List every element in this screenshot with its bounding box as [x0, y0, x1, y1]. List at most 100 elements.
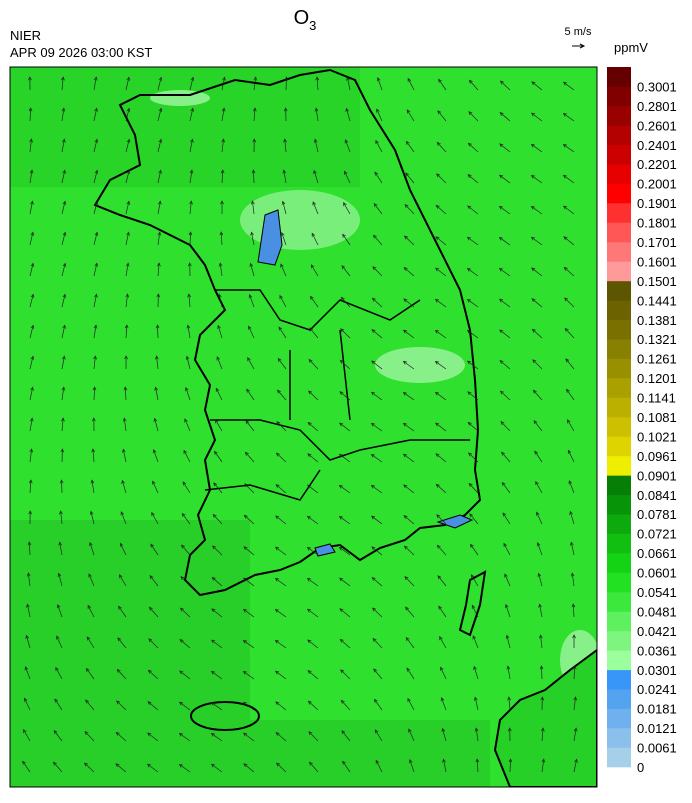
- wind-arrow: [536, 542, 543, 556]
- wind-arrow: [571, 603, 576, 618]
- wind-arrow: [243, 514, 255, 525]
- wind-arrow: [470, 543, 479, 556]
- wind-arrow: [340, 328, 351, 339]
- wind-arrow: [405, 140, 415, 153]
- colorbar-label: 0.1021: [637, 429, 677, 444]
- wind-arrow: [275, 452, 287, 463]
- wind-arrow: [499, 80, 511, 91]
- colorbar-bin: [607, 669, 631, 690]
- wind-arrow: [61, 355, 66, 370]
- colorbar-label: 0.1901: [637, 196, 677, 211]
- wind-arrow: [370, 422, 383, 432]
- wind-arrow: [53, 730, 63, 742]
- colorbar-bin: [607, 436, 631, 457]
- wind-arrow: [24, 697, 31, 711]
- wind-arrow: [281, 200, 287, 215]
- wind-arrow: [157, 76, 163, 91]
- wind-arrow: [566, 419, 575, 432]
- wind-arrow: [246, 388, 255, 401]
- wind-arrow: [338, 484, 351, 494]
- wind-arrow: [505, 634, 511, 649]
- wind-arrow: [409, 758, 415, 773]
- wind-arrow: [339, 359, 351, 370]
- wind-arrow: [29, 386, 34, 401]
- wind-arrow: [119, 542, 127, 556]
- wind-arrow: [275, 701, 287, 711]
- wind-arrow: [564, 297, 575, 308]
- wind-arrow: [211, 576, 223, 587]
- wind-arrow: [507, 727, 512, 742]
- wind-arrow: [92, 417, 96, 432]
- wind-arrow: [61, 169, 66, 184]
- wind-arrow: [218, 262, 223, 277]
- wind-arrow: [407, 77, 415, 91]
- wind-arrow: [60, 448, 65, 463]
- wind-arrow: [61, 231, 67, 246]
- colorbar-label: 0.0181: [637, 702, 677, 717]
- wind-arrow: [306, 484, 319, 494]
- colorbar-label: 0.2201: [637, 157, 677, 172]
- wind-arrow: [214, 419, 223, 432]
- light-patch: [375, 347, 465, 383]
- wind-arrow: [306, 608, 319, 618]
- wind-arrow: [252, 138, 257, 153]
- wind-arrow: [338, 453, 351, 463]
- wind-arrow: [215, 387, 223, 401]
- colorbar-bin: [607, 611, 631, 632]
- wind-arrow: [125, 231, 130, 246]
- wind-arrow: [29, 324, 35, 339]
- colorbar-label: 0.1081: [637, 410, 677, 425]
- wind-arrow: [276, 421, 287, 432]
- wind-arrow: [500, 421, 511, 432]
- colorbar-label: 0.1801: [637, 216, 677, 231]
- shade: [10, 520, 250, 787]
- colorbar-bin: [607, 300, 631, 321]
- wind-arrow: [311, 232, 319, 246]
- wind-arrow: [533, 420, 543, 432]
- wind-arrow: [374, 729, 383, 742]
- wind-arrow: [370, 515, 383, 525]
- wind-arrow: [540, 696, 545, 711]
- wind-arrow: [436, 544, 447, 556]
- wind-arrow: [434, 360, 447, 370]
- low-patch: [436, 514, 474, 529]
- wind-arrow: [340, 669, 351, 680]
- wind-arrow: [125, 107, 131, 122]
- wind-arrow: [404, 203, 415, 215]
- wind-arrow: [466, 267, 479, 277]
- wind-arrow: [283, 107, 288, 122]
- wind-arrow: [57, 572, 63, 587]
- wind-arrow: [436, 173, 447, 184]
- wind-arrow: [29, 169, 34, 184]
- wind-arrow: [403, 266, 415, 277]
- wind-arrow: [538, 603, 543, 618]
- wind-arrow: [505, 603, 511, 618]
- colorbar-label: 0.0301: [637, 663, 677, 678]
- colorbar-bin: [607, 358, 631, 379]
- wind-arrow: [151, 511, 159, 525]
- wind-arrow: [346, 76, 351, 91]
- wind-arrow: [339, 608, 351, 618]
- colorbar-bin: [607, 222, 631, 243]
- wind-arrow: [189, 138, 194, 153]
- wind-scale-head: [579, 43, 586, 49]
- wind-arrow: [506, 665, 511, 680]
- wind-arrow: [534, 450, 543, 463]
- wind-arrow: [467, 174, 479, 184]
- wind-arrow: [345, 107, 351, 122]
- wind-arrow: [28, 76, 32, 91]
- wind-arrow: [157, 200, 162, 215]
- wind-arrow: [243, 546, 255, 556]
- wind-arrow: [178, 732, 191, 742]
- wind-arrow: [251, 169, 256, 184]
- wind-arrow: [210, 732, 223, 742]
- wind-arrow: [26, 603, 31, 618]
- colorbar-bin: [607, 378, 631, 398]
- wind-arrow: [307, 670, 319, 680]
- wind-arrow: [435, 204, 447, 215]
- colorbar-label: 0.0661: [637, 546, 677, 561]
- wind-arrow: [242, 608, 255, 618]
- wind-arrow: [438, 78, 447, 91]
- wind-arrow: [375, 139, 383, 153]
- wind-arrow: [52, 761, 63, 773]
